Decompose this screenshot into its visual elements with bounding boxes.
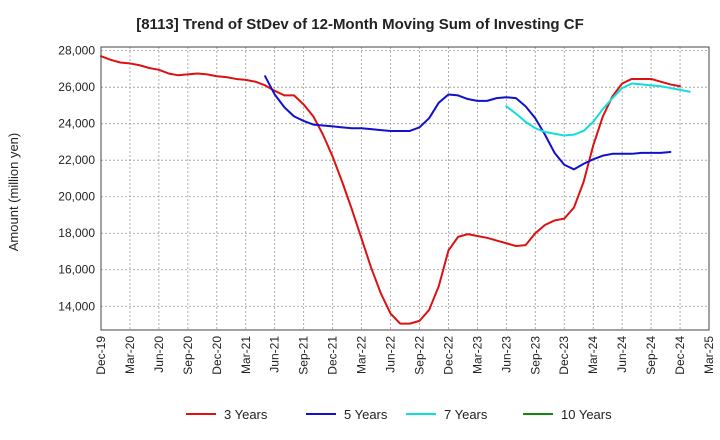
y-tick-label: 14,000	[58, 299, 95, 313]
y-tick-labels: 14,000 16,000 18,000 20,000 22,000 24,000 26,0…	[58, 44, 95, 314]
legend-label: 10 Years	[561, 407, 612, 422]
y-tick-label: 26,000	[58, 80, 95, 94]
x-tick-label: Dec-20	[210, 336, 224, 375]
legend: 3 Years 5 Years 7 Years 10 Years	[186, 407, 612, 422]
x-tick-label: Sep-24	[644, 336, 658, 375]
x-tick-label: Sep-23	[528, 336, 542, 375]
x-tick-label: Jun-23	[499, 336, 513, 373]
series-line-5-years	[264, 75, 672, 171]
x-tick-label: Sep-21	[297, 336, 311, 375]
x-tick-label: Sep-20	[181, 336, 195, 375]
x-tick-label: Dec-22	[441, 336, 455, 375]
plot-frame	[100, 46, 710, 331]
legend-label: 5 Years	[344, 407, 388, 422]
y-tick-label: 20,000	[58, 190, 95, 204]
y-tick-label: 28,000	[58, 44, 95, 58]
x-tick-label: Jun-21	[268, 336, 282, 373]
x-tick-label: Dec-24	[673, 336, 687, 375]
legend-label: 3 Years	[224, 407, 268, 422]
x-tick-label: Mar-22	[355, 336, 369, 374]
x-tick-label: Mar-20	[123, 336, 137, 374]
series-line-7-years	[505, 82, 691, 137]
x-tick-label: Mar-25	[702, 336, 716, 374]
x-tick-label: Mar-23	[470, 336, 484, 374]
x-tick-label: Sep-22	[412, 336, 426, 375]
x-tick-label: Jun-20	[152, 336, 166, 373]
y-axis-label: Amount (million yen)	[6, 133, 21, 252]
chart-title: [8113] Trend of StDev of 12-Month Moving…	[136, 16, 584, 33]
x-tick-label: Dec-21	[326, 336, 340, 375]
y-tick-label: 24,000	[58, 117, 95, 131]
x-tick-label: Jun-24	[615, 336, 629, 373]
y-tick-label: 22,000	[58, 153, 95, 167]
x-tick-label: Dec-19	[94, 336, 108, 375]
x-tick-label: Mar-24	[586, 336, 600, 374]
grid-layer	[101, 47, 709, 330]
x-tick-label: Jun-22	[384, 336, 398, 373]
x-tick-label: Dec-23	[557, 336, 571, 375]
y-tick-label: 16,000	[58, 263, 95, 277]
x-tick-labels: Dec-19 Mar-20 Jun-20 Sep-20 Dec-20 Mar-21 Jun-…	[94, 336, 716, 375]
x-tick-label: Mar-21	[239, 336, 253, 374]
series-line-3-years	[100, 55, 682, 325]
legend-label: 7 Years	[444, 407, 488, 422]
series-layer	[100, 55, 691, 325]
y-tick-label: 18,000	[58, 226, 95, 240]
